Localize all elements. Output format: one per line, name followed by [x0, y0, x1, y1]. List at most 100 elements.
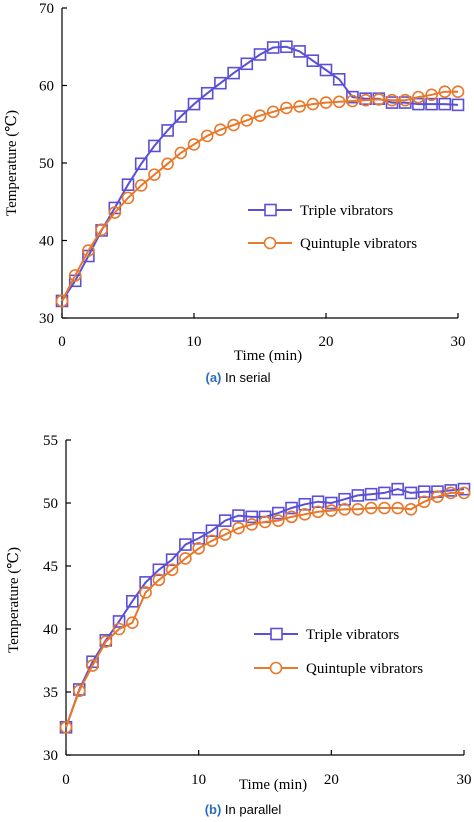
data-point — [346, 90, 359, 104]
data-point — [179, 552, 192, 565]
chart-caption: (b) In parallel — [205, 802, 282, 817]
data-point — [444, 486, 458, 500]
data-point — [227, 118, 240, 132]
data-point — [425, 88, 438, 102]
data-point — [187, 97, 201, 111]
data-point — [205, 534, 219, 548]
data-point — [359, 93, 372, 107]
data-point — [126, 594, 139, 608]
legend: Triple vibrators Quintuple vibrators — [254, 627, 423, 677]
series-line — [65, 491, 464, 728]
data-point — [271, 514, 285, 527]
y-tick-label: 55 — [43, 433, 58, 449]
data-point — [152, 563, 166, 577]
data-point — [285, 510, 298, 524]
data-point — [271, 506, 285, 520]
data-point — [232, 509, 245, 522]
data-point — [417, 485, 431, 498]
series-line — [65, 488, 465, 728]
data-point — [412, 97, 425, 111]
data-point — [425, 97, 438, 111]
data-point — [266, 41, 280, 54]
data-point — [227, 66, 240, 80]
data-point — [161, 124, 174, 137]
data-point — [398, 93, 412, 107]
y-tick-label: 50 — [43, 496, 58, 512]
data-point — [311, 495, 325, 509]
y-tick-label: 60 — [39, 79, 54, 95]
legend-marker — [270, 627, 283, 641]
data-point — [404, 486, 418, 500]
y-tick-label: 40 — [43, 622, 58, 638]
chart-b: 30 35 40 45 50 55 0 10 20 30 Time (min) Temperature… — [6, 433, 472, 817]
data-point — [165, 553, 179, 567]
chart-caption: (a) In serial — [205, 370, 270, 385]
data-point — [121, 178, 135, 191]
data-point — [240, 57, 254, 71]
x-tick-label: 10 — [187, 334, 202, 350]
data-point — [214, 123, 227, 136]
data-point — [174, 146, 188, 160]
data-point — [457, 486, 471, 500]
data-point — [417, 495, 431, 509]
y-tick-label: 35 — [43, 685, 58, 701]
y-tick-label: 70 — [39, 1, 54, 17]
data-point — [280, 101, 293, 115]
data-point — [112, 622, 126, 636]
series-quintuple — [59, 486, 471, 734]
data-point — [351, 489, 365, 502]
data-point — [95, 223, 108, 236]
data-point — [319, 96, 333, 109]
data-point — [404, 502, 418, 516]
x-tick-label: 20 — [319, 334, 334, 350]
data-point — [364, 487, 378, 501]
data-point — [253, 109, 267, 123]
data-point — [55, 294, 69, 308]
data-point — [451, 98, 465, 112]
data-point — [121, 191, 135, 205]
data-point — [192, 531, 205, 545]
data-point — [385, 93, 399, 107]
chart-a: 30 40 50 60 70 0 10 20 30 Time (min) Temperature (… — [4, 1, 466, 385]
y-tick-label: 30 — [39, 311, 54, 327]
x-tick-label: 10 — [191, 772, 206, 788]
data-point — [148, 168, 161, 181]
data-point — [245, 510, 259, 524]
data-point — [192, 542, 205, 555]
data-point — [179, 538, 192, 551]
data-point — [218, 528, 232, 541]
data-point — [451, 85, 465, 98]
data-point — [148, 139, 161, 153]
data-point — [391, 501, 404, 515]
data-point — [258, 515, 272, 529]
data-point — [253, 48, 267, 61]
data-point — [214, 76, 227, 90]
data-point — [139, 576, 152, 589]
x-tick-label: 0 — [58, 334, 66, 350]
x-axis-title: Time (min) — [234, 348, 302, 364]
data-point — [338, 492, 351, 506]
data-point — [346, 94, 359, 108]
data-point — [332, 95, 346, 109]
legend-marker — [263, 236, 277, 250]
data-point — [325, 504, 338, 517]
y-tick-label: 40 — [39, 234, 54, 250]
caption-text: In serial — [221, 370, 270, 385]
series-quintuple — [55, 85, 465, 308]
data-point — [59, 720, 73, 734]
series-line — [61, 90, 458, 302]
legend-label: Quintuple vibrators — [306, 661, 423, 677]
data-point — [280, 40, 293, 54]
data-point — [161, 157, 174, 171]
data-point — [72, 684, 86, 698]
data-point — [293, 100, 306, 113]
series-line — [61, 45, 459, 302]
data-point — [457, 482, 471, 496]
x-tick-label: 0 — [62, 772, 70, 788]
y-axis-title: Temperature (℃) — [6, 547, 22, 653]
data-point — [338, 502, 351, 516]
data-point — [351, 502, 365, 516]
data-point — [86, 659, 99, 672]
data-point — [112, 615, 126, 628]
data-point — [431, 490, 444, 504]
